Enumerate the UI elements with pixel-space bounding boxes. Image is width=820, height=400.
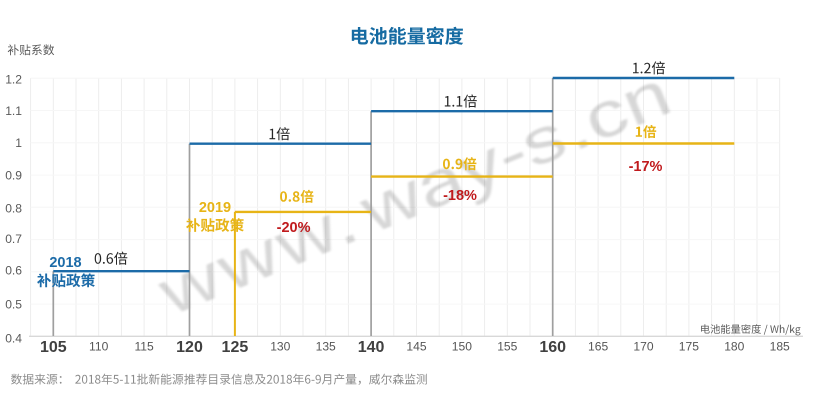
svg-text:0.9: 0.9 (5, 168, 22, 182)
svg-text:-20%: -20% (277, 220, 311, 236)
svg-text:120: 120 (176, 339, 203, 356)
svg-text:125: 125 (222, 339, 249, 356)
svg-text:105: 105 (40, 339, 67, 356)
svg-text:160: 160 (539, 339, 566, 356)
svg-text:165: 165 (588, 340, 608, 354)
svg-text:0.5: 0.5 (5, 298, 22, 312)
svg-text:185: 185 (770, 340, 790, 354)
svg-text:0.7: 0.7 (5, 232, 22, 246)
svg-text:170: 170 (633, 340, 653, 354)
svg-text:-17%: -17% (629, 159, 663, 175)
svg-text:115: 115 (134, 340, 154, 354)
svg-text:2019: 2019 (199, 200, 231, 216)
svg-text:0.8: 0.8 (5, 202, 22, 216)
svg-text:175: 175 (679, 340, 699, 354)
svg-text:1.2: 1.2 (5, 73, 22, 87)
svg-text:135: 135 (316, 340, 336, 354)
svg-text:0.6: 0.6 (5, 264, 22, 278)
svg-text:-18%: -18% (443, 188, 477, 204)
svg-text:110: 110 (89, 340, 109, 354)
svg-text:0.4: 0.4 (5, 332, 22, 346)
svg-text:2018: 2018 (49, 255, 81, 271)
svg-text:140: 140 (358, 339, 385, 356)
svg-text:145: 145 (406, 340, 426, 354)
svg-text:155: 155 (497, 340, 517, 354)
svg-text:1: 1 (15, 136, 22, 150)
svg-text:130: 130 (270, 340, 290, 354)
svg-text:150: 150 (452, 340, 472, 354)
svg-text:1.1: 1.1 (5, 104, 22, 118)
svg-text:180: 180 (724, 340, 744, 354)
